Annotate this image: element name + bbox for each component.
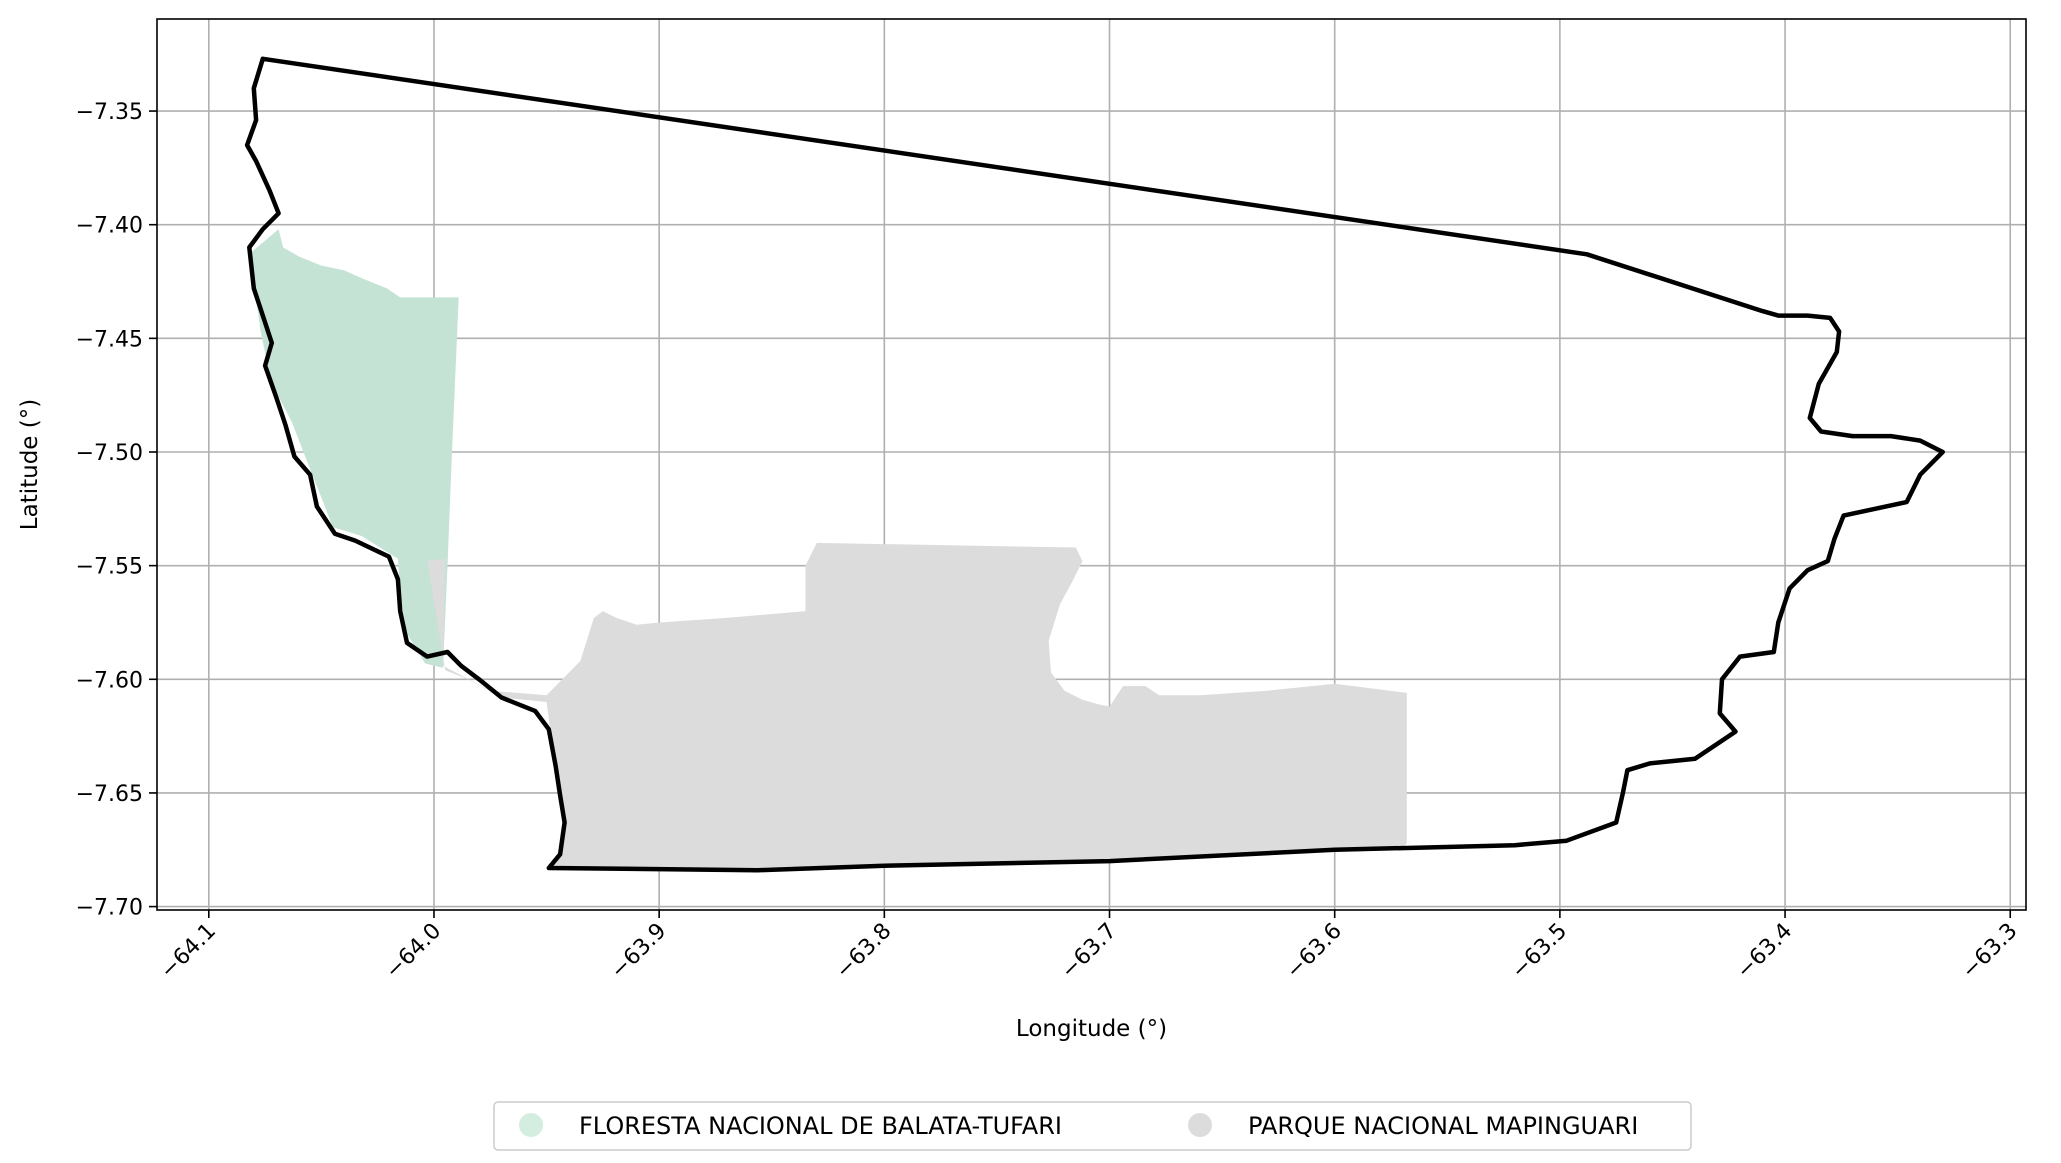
municipality-boundary (244, 56, 1945, 873)
legend-label-mapinguari: PARQUE NACIONAL MAPINGUARI (1248, 1112, 1638, 1140)
y-tick-label: −7.55 (76, 555, 143, 580)
x-tick-label: −63.6 (1282, 919, 1347, 984)
x-tick-label: −63.4 (1732, 919, 1797, 984)
legend: FLORESTA NACIONAL DE BALATA-TUFARI PARQU… (493, 1101, 1692, 1151)
y-tick-label: −7.65 (76, 782, 143, 807)
y-tick-label: −7.45 (76, 327, 143, 352)
grid-lines (157, 19, 2026, 910)
protected-areas (251, 229, 1407, 873)
area-balata-tufari (251, 229, 459, 668)
y-tick-label: −7.35 (76, 100, 143, 125)
x-tick-label: −63.7 (1056, 919, 1121, 984)
boundary-outline (244, 56, 1945, 873)
legend-label-balata-tufari: FLORESTA NACIONAL DE BALATA-TUFARI (579, 1112, 1062, 1140)
plot-frame (156, 18, 2027, 911)
legend-marker-mapinguari (1188, 1113, 1212, 1137)
legend-box (493, 1101, 1692, 1151)
x-tick-label: −63.3 (1957, 919, 2022, 984)
x-tick-label: −63.8 (831, 919, 896, 984)
y-tick-label: −7.60 (76, 668, 143, 693)
area-mapinguari (427, 542, 1407, 873)
y-tick-label: −7.70 (76, 896, 143, 921)
legend-marker-balata-tufari (519, 1113, 543, 1137)
x-axis-title: Longitude (°) (1016, 1016, 1167, 1042)
x-tick-label: −64.0 (381, 919, 446, 984)
x-tick-label: −63.5 (1507, 919, 1572, 984)
y-axis-title: Latitude (°) (17, 399, 43, 530)
x-tick-label: −64.1 (156, 919, 221, 984)
y-tick-label: −7.50 (76, 441, 143, 466)
y-tick-label: −7.40 (76, 214, 143, 239)
x-tick-label: −63.9 (606, 919, 671, 984)
